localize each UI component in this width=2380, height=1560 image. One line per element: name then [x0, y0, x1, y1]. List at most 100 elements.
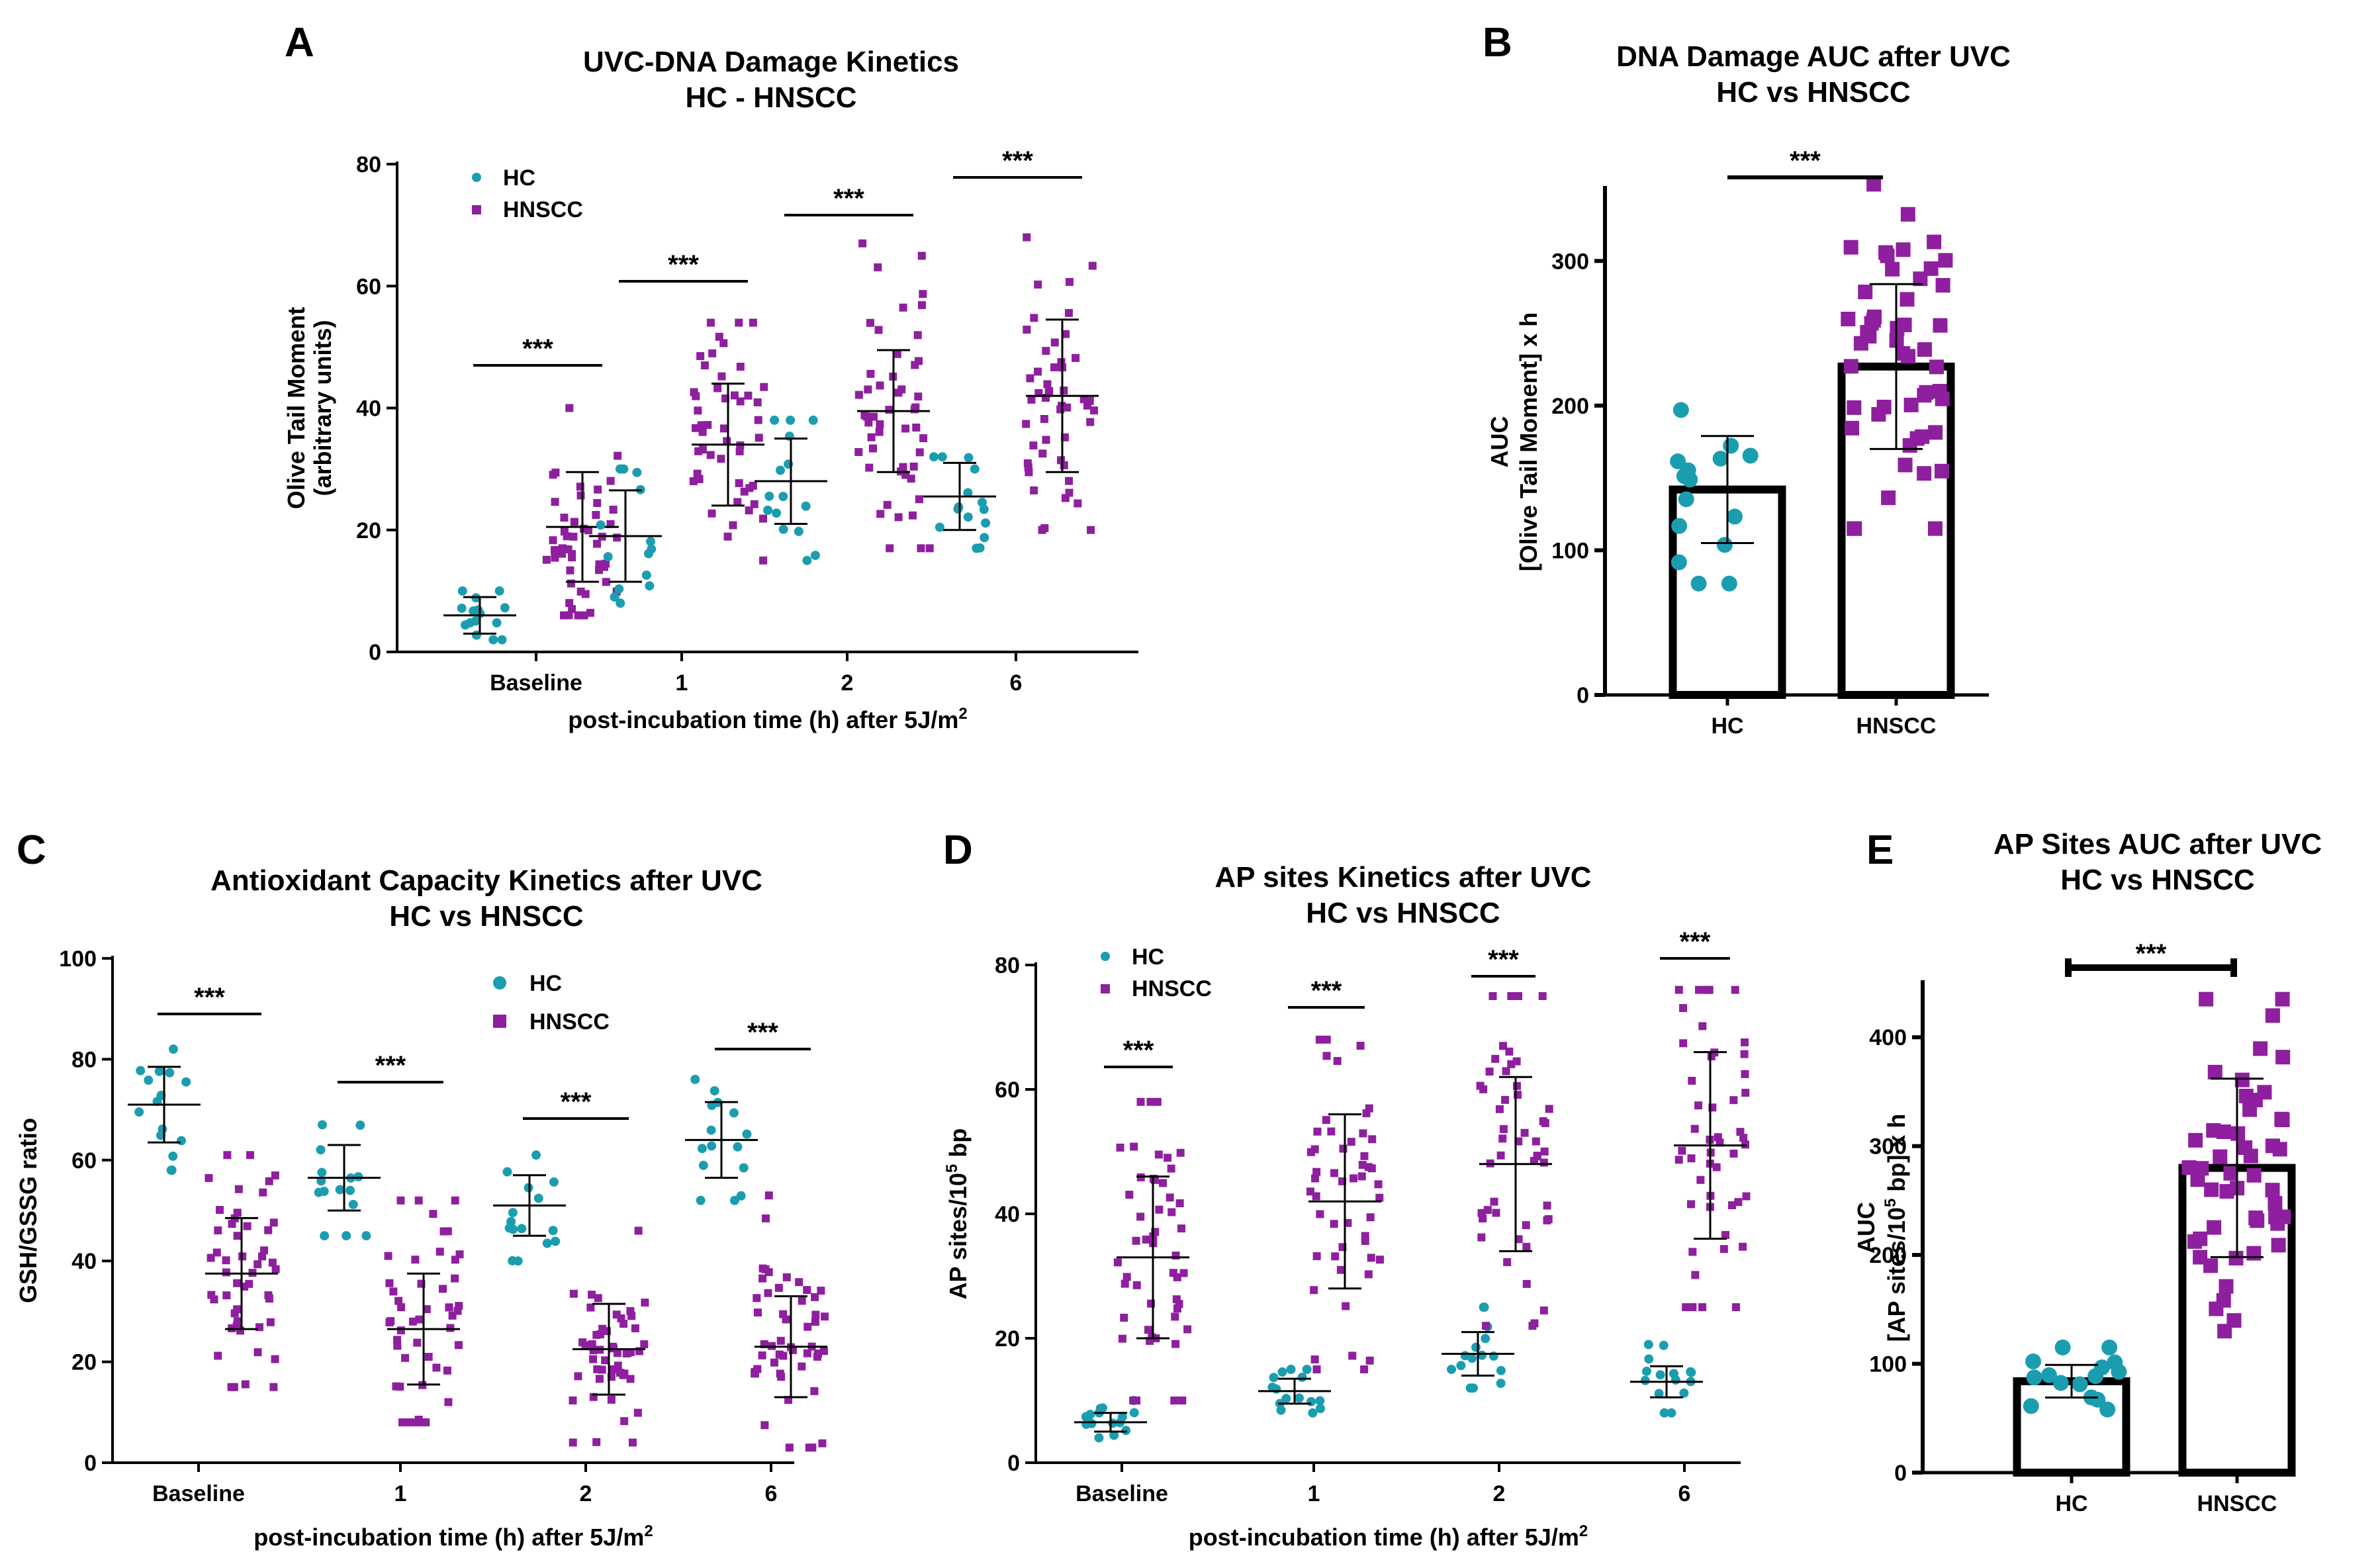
- hnscc-point: [1522, 1221, 1530, 1230]
- hnscc-point: [2234, 1072, 2250, 1087]
- hnscc-point: [1306, 1187, 1314, 1196]
- hnscc-point: [758, 1274, 767, 1283]
- hnscc-point: [569, 1289, 578, 1298]
- y-axis-label-group: AUC [AP sites/105 bp] x h: [1853, 1114, 1910, 1342]
- hc-point: [1712, 450, 1729, 467]
- panel-C: C GSH/GSSG ratio Baseline 1 2 6 post-incubatio…: [15, 827, 829, 1551]
- hnscc-point: [620, 1417, 629, 1426]
- hnscc-point: [700, 361, 709, 370]
- hnscc-point: [1065, 278, 1074, 287]
- hnscc-point: [396, 1196, 405, 1205]
- hnscc-point: [415, 1315, 424, 1324]
- significance-stars: ***: [668, 250, 699, 279]
- hnscc-point: [596, 1330, 605, 1339]
- hnscc-point: [1935, 278, 1950, 293]
- hnscc-point: [1090, 406, 1099, 415]
- hnscc-point: [594, 485, 602, 494]
- hnscc-point: [246, 1151, 255, 1160]
- hnscc-point: [613, 1349, 621, 1357]
- hc-point: [646, 537, 656, 547]
- hc-point: [355, 1121, 365, 1130]
- hc-point: [168, 1044, 178, 1054]
- hnscc-point: [626, 1307, 635, 1315]
- hnscc-point: [2207, 1064, 2222, 1079]
- hnscc-point: [1843, 359, 1858, 374]
- hc-point: [165, 1068, 175, 1078]
- hc-point: [361, 1231, 371, 1241]
- hnscc-point: [753, 398, 762, 406]
- hnscc-point: [1739, 1242, 1747, 1251]
- significance-stars: ***: [2136, 939, 2167, 968]
- hnscc-point: [915, 357, 923, 365]
- hc-point: [158, 1124, 167, 1134]
- hnscc-point: [740, 487, 749, 496]
- hnscc-point: [1477, 1233, 1486, 1242]
- hnscc-point: [230, 1383, 238, 1391]
- hnscc-point: [266, 1318, 275, 1326]
- hc-point: [707, 1141, 717, 1151]
- hnscc-point: [753, 1294, 761, 1303]
- hnscc-point: [1072, 353, 1080, 362]
- hnscc-point: [1171, 1312, 1179, 1321]
- hnscc-point: [1917, 466, 1932, 481]
- hc-point: [500, 603, 510, 613]
- hnscc-point: [616, 1369, 624, 1377]
- hnscc-point: [1327, 1127, 1336, 1136]
- hnscc-point: [1177, 1224, 1186, 1233]
- hc-point: [616, 598, 625, 608]
- hc-point: [2089, 1391, 2106, 1408]
- hc-point: [345, 1185, 355, 1195]
- hnscc-point: [429, 1210, 437, 1218]
- hc-point: [1667, 1408, 1676, 1418]
- y-axis-label: AP sites/105 bp: [943, 1128, 972, 1300]
- hnscc-point: [1040, 414, 1048, 423]
- hc-point: [610, 592, 619, 602]
- hnscc-point: [2248, 1210, 2264, 1225]
- hnscc-point: [1545, 1105, 1553, 1113]
- hnscc-point: [893, 349, 901, 358]
- hnscc-point: [1026, 374, 1034, 383]
- y-axis-label-line-1: GSH/GSSG ratio: [15, 1118, 42, 1303]
- hnscc-point: [704, 421, 712, 430]
- hnscc-point: [907, 475, 915, 483]
- hnscc-point: [708, 509, 716, 518]
- legend-hc-label: HC: [1132, 944, 1164, 970]
- hnscc-point: [1356, 1042, 1365, 1050]
- x-tick-label: 2: [580, 1481, 592, 1506]
- hnscc-point: [206, 1254, 215, 1262]
- hc-point: [935, 522, 944, 532]
- hnscc-point: [1312, 1252, 1321, 1261]
- hc-point: [1308, 1408, 1318, 1418]
- hnscc-point: [708, 349, 717, 357]
- hc-point: [1678, 491, 1694, 508]
- hnscc-point: [1375, 1193, 1384, 1202]
- hc-point: [1676, 468, 1692, 484]
- hnscc-point: [1312, 1365, 1321, 1373]
- hnscc-point: [1898, 457, 1913, 473]
- hnscc-point: [1532, 1137, 1540, 1146]
- hnscc-point: [586, 608, 594, 617]
- hc-point: [1655, 1370, 1665, 1380]
- hnscc-point: [1155, 1205, 1164, 1214]
- hc-point: [1654, 1389, 1664, 1399]
- hnscc-point: [1502, 1067, 1510, 1076]
- x-tick-label: 1: [1308, 1481, 1320, 1506]
- x-tick-label: 1: [676, 670, 688, 696]
- hnscc-point: [864, 385, 872, 394]
- x-tick-label: 1: [394, 1481, 407, 1506]
- hnscc-point: [1063, 403, 1072, 412]
- hnscc-point: [1339, 1144, 1348, 1153]
- hnscc-point: [1514, 992, 1523, 1000]
- hnscc-point: [1919, 385, 1934, 400]
- hnscc-point: [919, 434, 928, 443]
- y-axis-label-line-1: AUC: [1853, 1202, 1880, 1254]
- hnscc-point: [387, 1317, 395, 1326]
- hc-point: [1302, 1365, 1312, 1374]
- x-tick-label: 2: [1493, 1481, 1506, 1506]
- hnscc-point: [214, 1352, 222, 1360]
- hnscc-point: [1132, 1236, 1140, 1245]
- hnscc-point: [1074, 499, 1082, 508]
- hnscc-point: [610, 1365, 618, 1373]
- hnscc-point: [1167, 1208, 1176, 1216]
- hnscc-point: [565, 599, 574, 608]
